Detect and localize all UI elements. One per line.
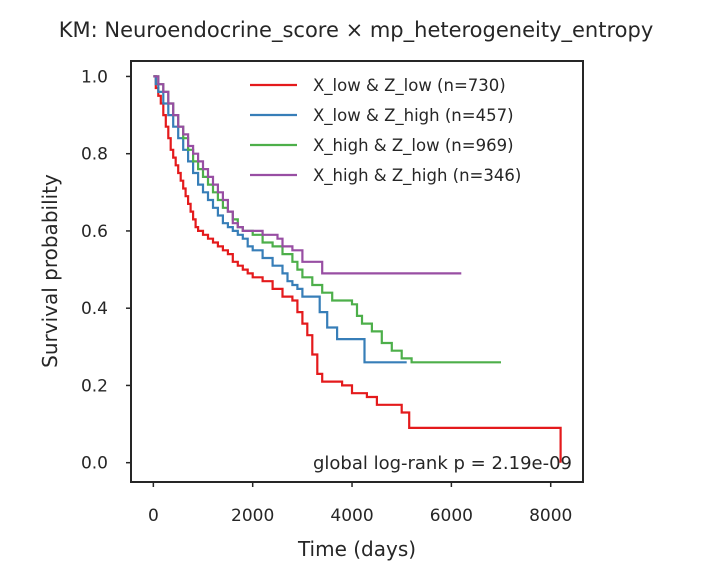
x-tick-label: 6000 [430, 506, 473, 526]
series-layer [153, 75, 562, 463]
legend: X_low & Z_low (n=730) X_low & Z_high (n=4… [250, 76, 521, 186]
x-axis-label: Time (days) [297, 537, 416, 561]
legend-label-3: X_high & Z_low (n=969) [313, 136, 514, 156]
y-tick-label: 0.2 [81, 376, 108, 396]
y-axis-label: Survival probability [38, 174, 62, 368]
legend-label-1: X_low & Z_low (n=730) [313, 76, 506, 96]
x-tick-label: 4000 [330, 506, 373, 526]
y-tick-label: 0.0 [81, 454, 108, 474]
x-tick-label: 0 [148, 506, 159, 526]
y-tick-label: 0.8 [81, 145, 108, 165]
x-tick-label: 2000 [231, 506, 274, 526]
series-line-4 [153, 75, 462, 275]
y-tick-label: 1.0 [81, 67, 108, 87]
x-tick-layer: 0 2000 4000 6000 8000 [148, 482, 572, 526]
x-tick-label: 8000 [529, 506, 572, 526]
y-tick-layer: 0.0 0.2 0.4 0.6 0.8 1.0 [81, 67, 131, 474]
legend-label-4: X_high & Z_high (n=346) [313, 166, 521, 186]
legend-label-2: X_low & Z_high (n=457) [313, 106, 514, 126]
series-line-1 [153, 75, 562, 463]
y-tick-label: 0.4 [81, 299, 108, 319]
chart-title: KM: Neuroendocrine_score × mp_heterogene… [59, 18, 654, 43]
logrank-annotation: global log-rank p = 2.19e-09 [313, 453, 572, 474]
y-tick-label: 0.6 [81, 222, 108, 242]
plot-frame [130, 60, 584, 483]
